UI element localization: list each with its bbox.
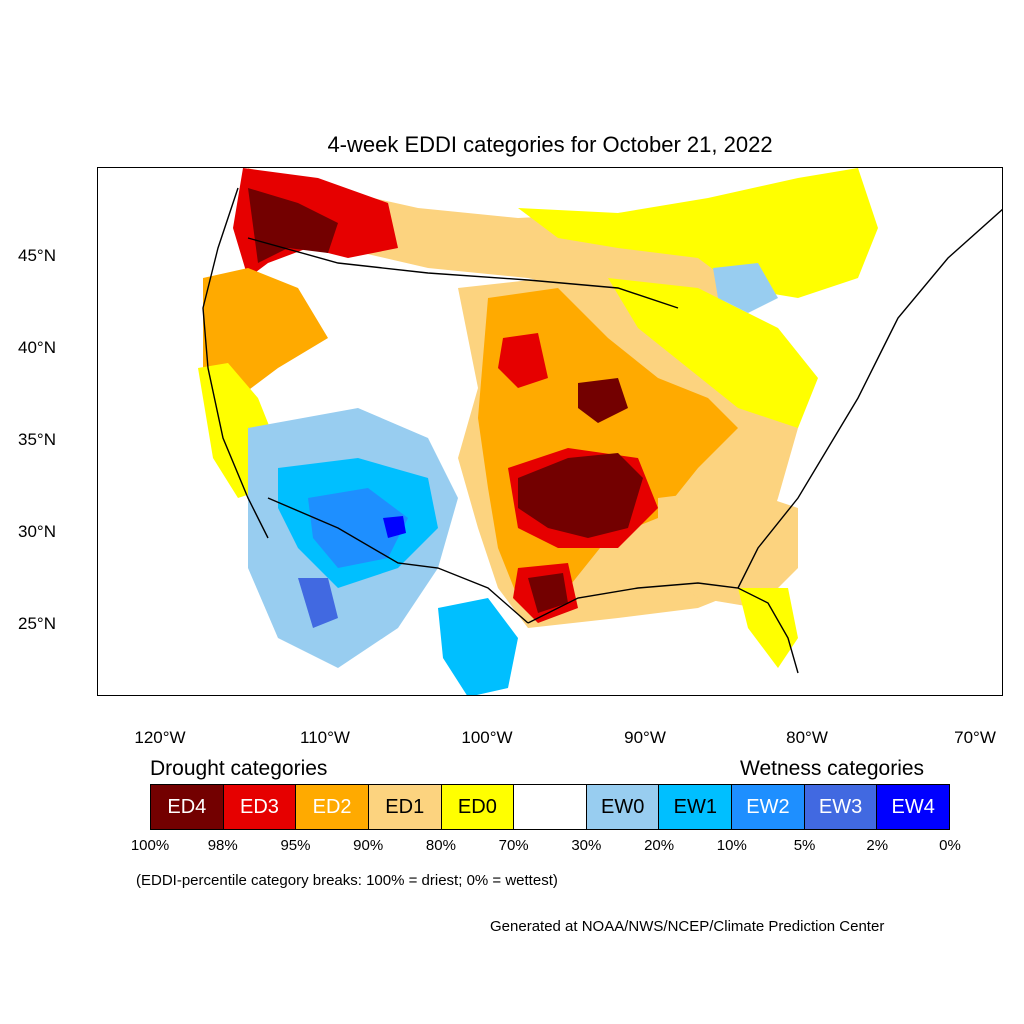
great-lakes-ed0-region: [608, 278, 818, 428]
ontario-ew0-region: [713, 263, 778, 313]
legend-cell-ed2: ED2: [296, 785, 369, 829]
legend-cell-ed3: ED3: [223, 785, 297, 829]
legend-cell-ew0: EW0: [586, 785, 660, 829]
breaks-note: (EDDI-percentile category breaks: 100% =…: [136, 872, 558, 889]
baja-ew3-region: [298, 578, 338, 628]
legend-break-label: 80%: [425, 837, 456, 854]
legend-break-label: 30%: [571, 837, 602, 854]
legend-cell-ew2: EW2: [732, 785, 805, 829]
legend-break-label: 10%: [716, 837, 747, 854]
legend-break-label: 5%: [793, 837, 816, 854]
missouri-ed4-region: [578, 378, 628, 423]
legend-break-label: 100%: [130, 837, 170, 854]
lon-label-90: 90°W: [624, 728, 666, 747]
lon-label-100: 100°W: [461, 728, 513, 747]
florida-ed0-region: [738, 588, 798, 668]
lat-label-25: 25°N: [18, 614, 56, 633]
ozark-ed4-region: [518, 453, 643, 538]
pacific-coastline: [202, 187, 269, 539]
canada-ed1-region: [248, 168, 818, 308]
legend-cell-ed0: ED0: [441, 785, 515, 829]
lat-label-40: 40°N: [18, 338, 56, 357]
new-mexico-ew4-region: [383, 516, 406, 538]
legend-cell-ed1: ED1: [368, 785, 442, 829]
us-mexico-border: [267, 497, 529, 624]
legend-cell-neutral: [514, 785, 587, 829]
map-frame: [97, 167, 1003, 696]
southwest-ew2-region: [308, 488, 408, 568]
wetness-heading: Wetness categories: [740, 757, 925, 780]
legend-cell-ew1: EW1: [659, 785, 733, 829]
dakota-ed3-region: [498, 333, 548, 388]
legend-cell-ed4: ED4: [151, 785, 224, 829]
legend-break-label: 90%: [353, 837, 384, 854]
lat-label-30: 30°N: [18, 522, 56, 541]
lat-label-35: 35°N: [18, 430, 56, 449]
legend-break-label: 0%: [939, 837, 961, 854]
legend-cell-ew4: EW4: [877, 785, 950, 829]
credit-line: Generated at NOAA/NWS/NCEP/Climate Predi…: [490, 918, 885, 935]
canada-ed0-region: [518, 168, 878, 298]
legend-bar: ED4 ED3 ED2 ED1 ED0 EW0 EW1 EW2 EW3 EW4: [150, 784, 950, 830]
atlantic-coastline: [737, 208, 1002, 589]
mexico-ew1-region: [438, 598, 518, 695]
lon-label-120: 120°W: [134, 728, 186, 747]
gulf-coastline: [527, 582, 799, 674]
lat-label-45: 45°N: [18, 246, 56, 265]
us-canada-border: [247, 237, 679, 309]
legend-break-label: 70%: [498, 837, 529, 854]
eddi-map: [198, 168, 1002, 695]
legend-cell-ew3: EW3: [804, 785, 878, 829]
lon-label-110: 110°W: [300, 728, 350, 747]
southeast-ed1-region: [658, 488, 798, 608]
lon-label-80: 80°W: [786, 728, 828, 747]
legend-break-label: 2%: [866, 837, 889, 854]
legend-break-label: 20%: [644, 837, 675, 854]
lon-label-70: 70°W: [954, 728, 996, 747]
map-title: 4-week EDDI categories for October 21, 2…: [327, 132, 773, 157]
texas-ed4-region: [528, 573, 568, 613]
legend-break-label: 98%: [207, 837, 238, 854]
legend-break-label: 95%: [280, 837, 311, 854]
drought-heading: Drought categories: [150, 757, 328, 780]
